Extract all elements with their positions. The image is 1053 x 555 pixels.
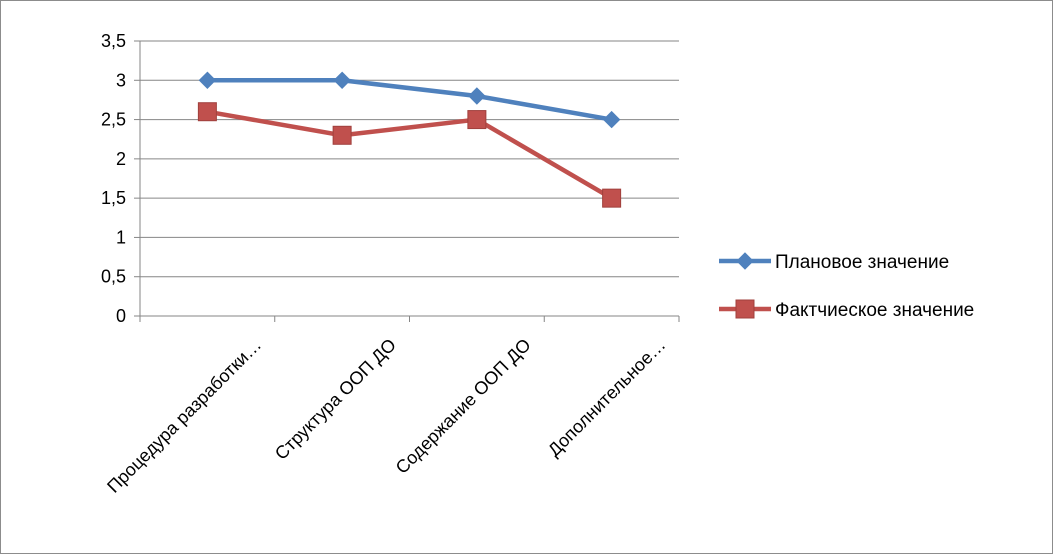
data-point-square xyxy=(467,110,487,130)
legend-label: Фактчиеское значение xyxy=(775,300,974,321)
x-tick-label: Дополнительное… xyxy=(544,335,670,461)
data-point-diamond xyxy=(736,252,754,270)
axes xyxy=(134,40,680,322)
y-tick-label: 2 xyxy=(116,149,126,169)
y-tick-label: 3,5 xyxy=(101,31,126,51)
y-tick-labels: 0 0,5 1 1,5 2 2,5 3 3,5 xyxy=(101,31,126,326)
x-tick-labels: Процедура разработки… Структура ООП ДОСод… xyxy=(103,335,669,497)
legend: Плановое значение Фактчиеское значение xyxy=(719,252,974,321)
gridlines xyxy=(140,40,679,278)
data-point-diamond xyxy=(198,71,217,89)
x-tick-label: Содержание ООП ДО xyxy=(392,335,535,478)
x-tick-label: Структура ООП ДО xyxy=(271,335,400,464)
series xyxy=(197,71,622,208)
data-point-square xyxy=(332,125,352,145)
data-point-diamond xyxy=(602,110,621,129)
y-tick-label: 1,5 xyxy=(101,188,126,208)
y-tick-label: 3 xyxy=(116,70,126,90)
x-tick-label: Процедура разработки… xyxy=(103,335,265,497)
y-tick-label: 0,5 xyxy=(101,267,126,287)
data-point-square xyxy=(602,188,622,208)
data-point-diamond xyxy=(468,87,486,105)
y-tick-label: 2,5 xyxy=(101,110,126,130)
y-tick-label: 0 xyxy=(116,306,126,326)
legend-label: Плановое значение xyxy=(775,252,949,273)
y-tick-label: 1 xyxy=(116,227,126,247)
series-line xyxy=(206,109,613,201)
series-line xyxy=(207,78,613,122)
data-point-diamond xyxy=(333,71,351,89)
data-point-square xyxy=(735,299,755,319)
data-point-square xyxy=(197,102,217,122)
